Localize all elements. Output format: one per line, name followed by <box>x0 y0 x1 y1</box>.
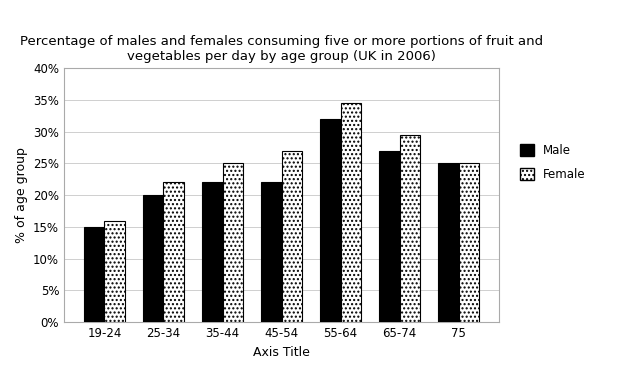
Bar <box>104 221 125 322</box>
Bar <box>459 163 479 322</box>
Bar <box>438 163 459 322</box>
Y-axis label: % of age group: % of age group <box>15 147 28 243</box>
X-axis label: Axis Title: Axis Title <box>253 346 310 359</box>
Bar <box>400 135 420 322</box>
Bar <box>163 183 184 322</box>
Bar <box>84 227 104 322</box>
Title: Percentage of males and females consuming five or more portions of fruit and
veg: Percentage of males and females consumin… <box>20 35 543 63</box>
Bar <box>143 195 163 322</box>
Bar <box>282 151 302 322</box>
Bar <box>202 183 223 322</box>
Legend: Male, Female: Male, Female <box>514 138 592 187</box>
Bar <box>261 183 282 322</box>
Bar <box>320 119 340 322</box>
Bar <box>223 163 243 322</box>
Bar <box>379 151 400 322</box>
Bar <box>340 103 362 322</box>
